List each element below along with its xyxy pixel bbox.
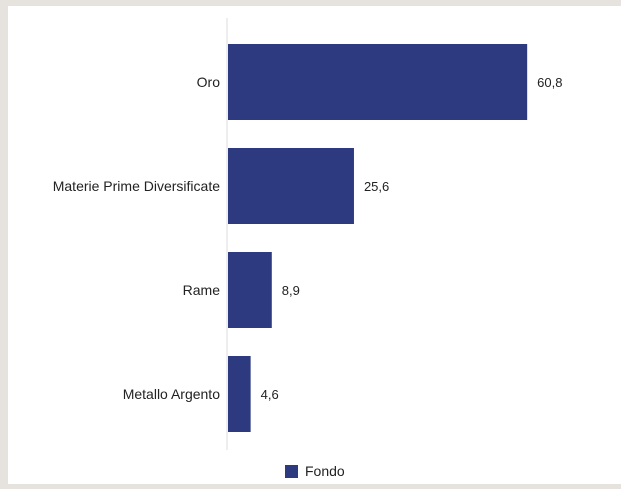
- category-label: Metallo Argento: [123, 386, 220, 402]
- legend: Fondo: [285, 463, 345, 479]
- bar: [228, 44, 528, 120]
- bar: [228, 356, 251, 432]
- bar: [228, 148, 354, 224]
- category-label: Materie Prime Diversificate: [53, 178, 220, 194]
- chart-panel: Oro 60,8 Materie Prime Diversificate 25,6 Ra…: [8, 6, 621, 484]
- legend-swatch: [285, 465, 298, 478]
- value-label: 8,9: [282, 283, 300, 298]
- bars-layer: Oro 60,8 Materie Prime Diversificate 25,6 Ra…: [53, 44, 562, 432]
- category-label: Oro: [197, 74, 221, 90]
- bar: [228, 252, 272, 328]
- value-label: 25,6: [364, 179, 389, 194]
- legend-label: Fondo: [305, 463, 345, 479]
- bar-chart: Oro 60,8 Materie Prime Diversificate 25,6 Ra…: [53, 18, 562, 479]
- value-label: 60,8: [537, 75, 562, 90]
- value-label: 4,6: [261, 387, 279, 402]
- category-label: Rame: [183, 282, 221, 298]
